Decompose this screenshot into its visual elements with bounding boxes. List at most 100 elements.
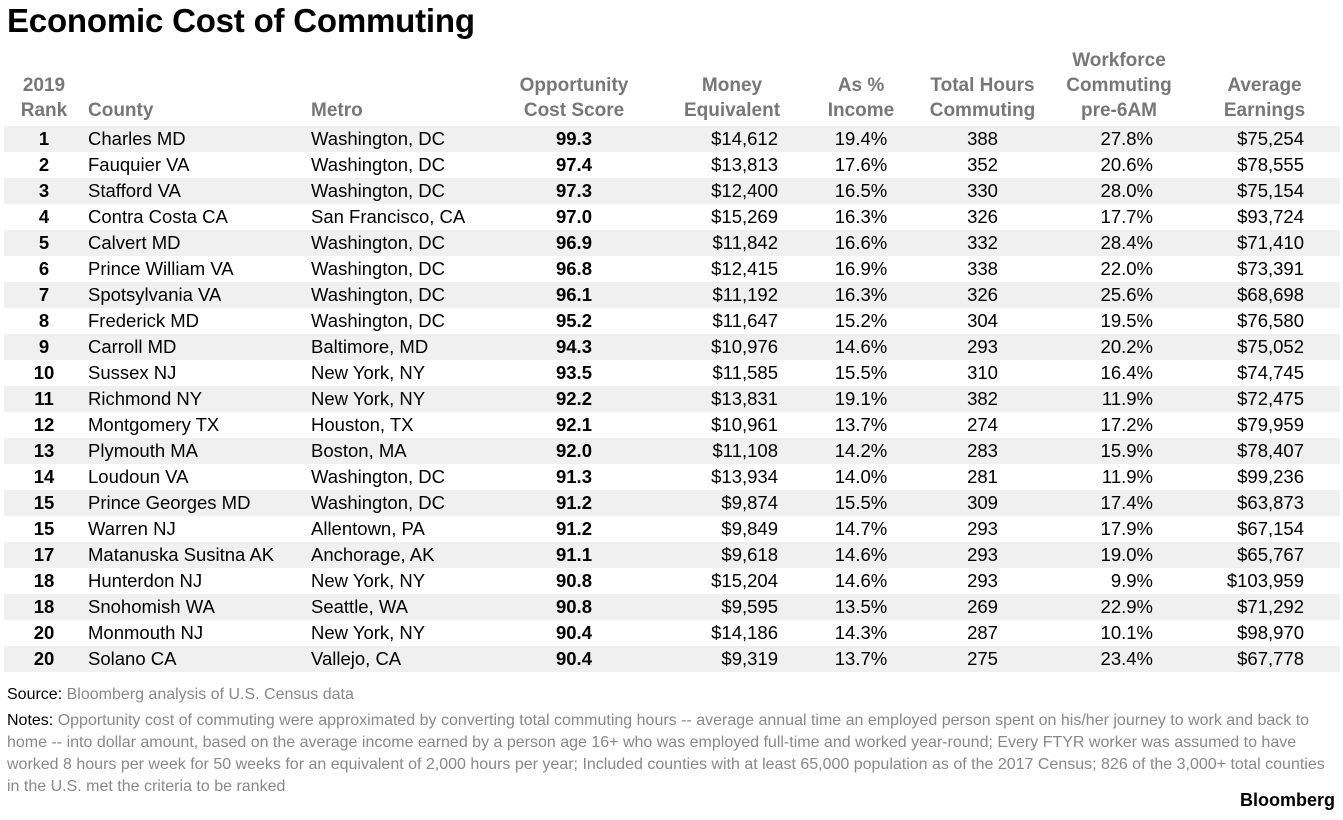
header-earnings-line-1: Average (1227, 75, 1302, 96)
metro-cell: Houston, TX (311, 414, 414, 435)
source-text: Bloomberg analysis of U.S. Census data (66, 686, 354, 703)
table-row: 12 Montgomery TX Houston, TX 92.1 $10,961 13.… (4, 412, 1340, 438)
score-cell: 90.8 (490, 594, 658, 620)
earnings-cell: $72,475 (1189, 386, 1340, 412)
table-row: 20 Monmouth NJ New York, NY 90.4 $14,186 14.3… (4, 620, 1340, 646)
rank-cell: 11 (4, 386, 84, 412)
score-cell: 97.4 (555, 154, 592, 175)
pct-income-cell: 14.0% (834, 466, 888, 487)
score-cell: 90.8 (555, 570, 592, 591)
county-cell: Stafford VA (84, 178, 307, 204)
table-row: 20 Solano CA Vallejo, CA 90.4 $9,319 13.7% 275… (4, 646, 1340, 672)
pct-income-cell: 15.2% (834, 310, 888, 331)
table-row: 7 Spotsylvania VA Washington, DC 96.1 $11,19… (4, 282, 1340, 308)
bloomberg-logo: Bloomberg (1239, 790, 1335, 810)
earnings-cell: $78,555 (1237, 154, 1304, 175)
table-row: 14 Loudoun VA Washington, DC 91.3 $13,934 14.… (4, 464, 1340, 490)
county-cell: Prince Georges MD (84, 490, 307, 516)
workforce-cell: 27.8% (1049, 126, 1189, 152)
money-cell: $15,204 (711, 570, 778, 591)
pct-income-cell: 14.3% (834, 622, 888, 643)
hours-cell: 293 (916, 334, 1049, 360)
workforce-cell: 28.0% (1049, 178, 1189, 204)
metro-cell: Seattle, WA (307, 594, 490, 620)
score-cell: 90.4 (490, 646, 658, 672)
table-row: 6 Prince William VA Washington, DC 96.8 $12,… (4, 256, 1340, 282)
rank-cell: 20 (33, 622, 55, 643)
score-cell: 92.2 (490, 386, 658, 412)
header-money-line-2: Equivalent (683, 100, 781, 121)
notes-label: Notes: (7, 712, 54, 729)
earnings-cell: $68,698 (1189, 282, 1340, 308)
metro-cell: Washington, DC (311, 154, 446, 175)
hours-cell: 310 (967, 362, 998, 383)
county-cell: Frederick MD (88, 310, 200, 331)
county-cell: Monmouth NJ (88, 622, 204, 643)
notes-text: Opportunity cost of commuting were appro… (7, 712, 1325, 795)
header-money: Money Equivalent (658, 48, 806, 126)
score-cell: 97.3 (490, 178, 658, 204)
header-pct-line-1: As % (837, 75, 885, 96)
money-cell: $15,269 (711, 206, 778, 227)
pct-income-cell: 13.7% (806, 646, 916, 672)
hours-cell: 330 (916, 178, 1049, 204)
metro-cell: Washington, DC (307, 490, 490, 516)
table-row: 11 Richmond NY New York, NY 92.2 $13,831 19.1… (4, 386, 1340, 412)
earnings-cell: $67,154 (1237, 518, 1304, 539)
county-cell: Calvert MD (84, 230, 307, 256)
metro-cell: Washington, DC (311, 310, 446, 331)
header-metro: Metro (307, 48, 490, 126)
pct-income-cell: 14.7% (834, 518, 888, 539)
metro-cell: New York, NY (311, 362, 426, 383)
rank-cell: 12 (33, 414, 55, 435)
earnings-cell: $67,778 (1189, 646, 1340, 672)
table-row: 1 Charles MD Washington, DC 99.3 $14,612 19.4… (4, 126, 1340, 152)
county-cell: Loudoun VA (88, 466, 189, 487)
workforce-cell: 16.4% (1100, 362, 1153, 383)
hours-cell: 293 (967, 570, 998, 591)
rank-cell: 13 (4, 438, 84, 464)
table-row: 17 Matanuska Susitna AK Anchorage, AK 91.1 $… (4, 542, 1340, 568)
earnings-cell: $98,970 (1237, 622, 1304, 643)
earnings-cell: $74,745 (1237, 362, 1304, 383)
metro-cell: Washington, DC (307, 282, 490, 308)
header-workforce-line-1: Workforce (1072, 50, 1166, 71)
pct-income-cell: 14.6% (806, 542, 916, 568)
workforce-cell: 23.4% (1049, 646, 1189, 672)
pct-income-cell: 19.1% (806, 386, 916, 412)
score-cell: 91.2 (490, 490, 658, 516)
metro-cell: Vallejo, CA (307, 646, 490, 672)
county-cell: Matanuska Susitna AK (84, 542, 307, 568)
hours-cell: 293 (967, 518, 998, 539)
header-county: County (84, 48, 307, 126)
hours-cell: 326 (916, 282, 1049, 308)
pct-income-cell: 16.5% (806, 178, 916, 204)
county-cell: Solano CA (84, 646, 307, 672)
earnings-cell: $73,391 (1237, 258, 1304, 279)
pct-income-cell: 19.4% (806, 126, 916, 152)
metro-cell: New York, NY (311, 622, 426, 643)
hours-cell: 332 (916, 230, 1049, 256)
pct-income-cell: 16.3% (834, 206, 888, 227)
workforce-cell: 17.4% (1049, 490, 1189, 516)
hours-cell: 269 (916, 594, 1049, 620)
hours-cell: 309 (916, 490, 1049, 516)
rank-cell: 3 (4, 178, 84, 204)
earnings-cell: $71,292 (1189, 594, 1340, 620)
header-earnings-line-2: Earnings (1223, 100, 1306, 121)
rank-cell: 6 (38, 258, 50, 279)
county-cell: Warren NJ (88, 518, 176, 539)
rank-cell: 8 (38, 310, 50, 331)
score-cell: 91.2 (555, 518, 592, 539)
rank-cell: 10 (33, 362, 55, 383)
metro-cell: Allentown, PA (311, 518, 425, 539)
workforce-cell: 17.9% (1100, 518, 1153, 539)
header-money-line-1: Money (701, 75, 763, 96)
money-cell: $11,842 (658, 230, 806, 256)
rank-cell: 15 (4, 490, 84, 516)
money-cell: $11,192 (658, 282, 806, 308)
table-row: 5 Calvert MD Washington, DC 96.9 $11,842 16.6… (4, 230, 1340, 256)
metro-cell: San Francisco, CA (311, 206, 466, 227)
header-county-line-1: County (88, 100, 154, 121)
score-cell: 97.0 (555, 206, 592, 227)
